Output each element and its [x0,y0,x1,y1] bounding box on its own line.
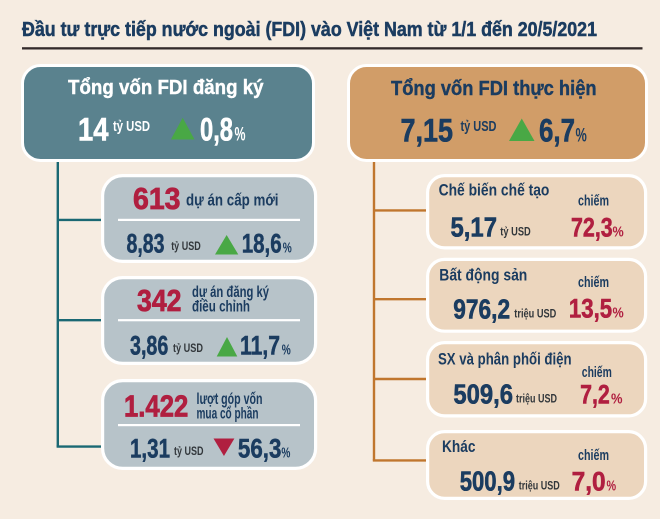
svg-text:%: % [283,240,292,257]
svg-text:613: 613 [133,181,181,216]
svg-text:Khác: Khác [442,437,476,456]
svg-text:tỷ USD: tỷ USD [174,446,204,458]
svg-text:tỷ USD: tỷ USD [500,226,530,238]
svg-text:dự án cấp mới: dự án cấp mới [186,192,279,210]
svg-text:14: 14 [78,111,109,147]
svg-text:%: % [281,445,290,462]
svg-text:chiếm: chiếm [578,447,609,464]
svg-text:dự án đăng ký: dự án đăng ký [192,284,269,301]
svg-text:tỷ USD: tỷ USD [173,343,203,355]
svg-text:1.422: 1.422 [124,389,188,424]
svg-text:Chế biến chế tạo: Chế biến chế tạo [439,181,550,200]
svg-text:điều chỉnh: điều chỉnh [192,299,250,316]
svg-text:%: % [235,124,246,145]
svg-text:%: % [576,126,587,147]
svg-text:%: % [607,478,617,495]
svg-text:500,9: 500,9 [460,466,515,497]
svg-text:3,86: 3,86 [130,331,168,361]
svg-text:%: % [611,391,623,408]
svg-text:7,15: 7,15 [401,113,454,149]
svg-text:tỷ USD: tỷ USD [461,118,497,135]
svg-text:7,0: 7,0 [572,467,606,497]
svg-text:mua cổ phần: mua cổ phần [197,406,259,423]
svg-text:%: % [613,223,624,240]
svg-text:8,83: 8,83 [127,229,165,259]
svg-text:tỷ USD: tỷ USD [171,241,201,253]
svg-text:72,3: 72,3 [571,212,613,242]
svg-text:triệu USD: triệu USD [514,308,556,320]
svg-text:342: 342 [137,283,182,318]
svg-text:chiếm: chiếm [578,193,609,210]
svg-text:509,6: 509,6 [453,379,513,410]
svg-text:%: % [282,342,291,359]
svg-text:lượt góp vốn: lượt góp vốn [197,391,263,408]
svg-text:0,8: 0,8 [200,111,233,147]
svg-text:Tổng vốn FDI đăng ký: Tổng vốn FDI đăng ký [68,77,264,99]
svg-text:6,7: 6,7 [539,113,575,149]
svg-text:56,3: 56,3 [238,434,282,464]
svg-text:triệu USD: triệu USD [519,481,560,493]
svg-text:1,31: 1,31 [130,434,170,464]
svg-text:%: % [613,305,624,322]
svg-text:triệu USD: triệu USD [516,394,557,406]
svg-text:tỷ USD: tỷ USD [113,118,150,135]
svg-text:7,2: 7,2 [580,380,610,410]
svg-text:Tổng vốn FDI thực hiện: Tổng vốn FDI thực hiện [391,78,597,100]
svg-text:chiếm: chiếm [578,274,609,291]
svg-text:13,5: 13,5 [569,294,612,324]
svg-text:Đầu tư trực tiếp nước ngoài (F: Đầu tư trực tiếp nước ngoài (FDI) vào Vi… [22,19,597,41]
svg-text:11,7: 11,7 [240,331,280,361]
svg-text:18,6: 18,6 [242,229,282,259]
svg-text:chiếm: chiếm [582,364,612,381]
svg-text:Bất động sản: Bất động sản [439,266,527,285]
svg-text:SX và phân phối điện: SX và phân phối điện [438,350,572,369]
svg-text:5,17: 5,17 [451,211,498,242]
svg-text:976,2: 976,2 [453,293,510,324]
